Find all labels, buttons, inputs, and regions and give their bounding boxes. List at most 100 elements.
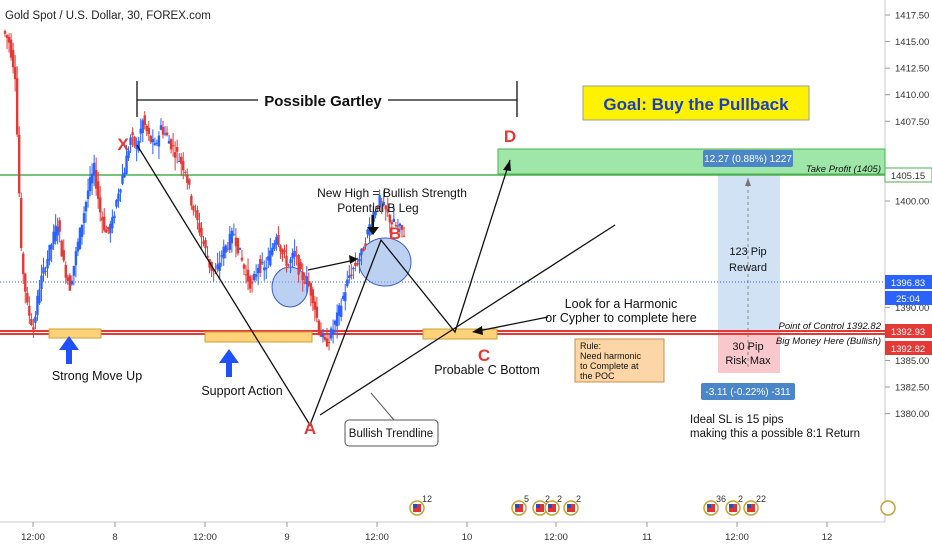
- probable-c-label: Probable C Bottom: [434, 363, 540, 377]
- gartley-pattern-lines: [136, 144, 511, 427]
- risk-badge: [701, 383, 795, 400]
- candle-body: [202, 241, 205, 244]
- candle-body: [204, 239, 207, 249]
- candle-body: [374, 211, 377, 216]
- candle-body: [72, 265, 76, 276]
- harmonic-arrowhead-icon: [472, 326, 483, 335]
- reward-badge-text: 12.27 (0.88%) 1227: [704, 154, 792, 165]
- candle-body: [222, 246, 225, 259]
- candle-body: [386, 209, 389, 213]
- bullish-trendline-callout: [344, 419, 439, 447]
- event-markers[interactable]: 12 5 2 2 2 36 2 22: [409, 494, 896, 516]
- reward-arrow-icon: [745, 178, 751, 186]
- event-flag-icon[interactable]: 5: [511, 494, 529, 516]
- candle-body: [285, 256, 288, 266]
- time-axis-ticks: 12:00 8 12:00 9 12:00 10 12:00 11 12:00 12: [21, 522, 832, 543]
- reward-label-line1: 123 Pip: [729, 246, 766, 258]
- candle-body: [232, 234, 236, 236]
- take-profit-price-tag-text: 1405.15: [891, 171, 925, 182]
- candle-body: [273, 243, 276, 249]
- candle-body: [163, 133, 167, 135]
- candle-body: [34, 316, 37, 323]
- candle-body: [188, 179, 191, 185]
- candle-body: [94, 169, 98, 189]
- event-flag-icon[interactable]: 36: [703, 494, 726, 516]
- candle-body: [277, 234, 280, 246]
- y-tick-label: 1385.00: [895, 356, 929, 367]
- candle-body: [366, 229, 369, 235]
- candle-body: [175, 146, 179, 152]
- candle-body: [319, 329, 323, 337]
- candle-body: [261, 262, 264, 264]
- poc-upper-price-tag-text: 1392.93: [891, 327, 925, 338]
- candle-body: [279, 245, 282, 252]
- support-box-1: [48, 328, 102, 339]
- candle-body: [321, 333, 325, 338]
- candle-body: [356, 263, 359, 265]
- x-tick-label: 8: [112, 532, 117, 543]
- event-flag-icon[interactable]: [880, 500, 896, 516]
- rule-line4: the POC: [580, 371, 615, 381]
- candle-body: [325, 338, 329, 347]
- support-action-arrow-icon: [219, 349, 239, 377]
- candle-body: [44, 270, 47, 272]
- candle-body: [346, 279, 349, 287]
- candle-body: [269, 250, 272, 266]
- x-tick-label: 12:00: [193, 532, 217, 543]
- candle-body: [173, 152, 177, 158]
- rule-line2: Need harmonic: [580, 351, 642, 361]
- candle-body: [78, 228, 82, 249]
- goal-label: Goal: Buy the Pullback: [603, 95, 789, 114]
- bullish-trendline: [319, 224, 616, 416]
- candle-body: [24, 273, 27, 292]
- b-down-arrowhead-icon: [367, 227, 379, 235]
- candle-body: [32, 327, 35, 330]
- candle-body: [88, 177, 92, 191]
- candle-body: [307, 281, 311, 286]
- event-flag-icon[interactable]: 2: [563, 494, 581, 516]
- x-tick-label: 12:00: [365, 532, 389, 543]
- risk-box: [718, 332, 780, 373]
- support-action-label: Support Action: [201, 384, 282, 398]
- candle-body: [392, 218, 396, 223]
- candle-body: [149, 135, 153, 143]
- candle-body: [226, 248, 229, 250]
- candle-body: [348, 275, 351, 278]
- event-count-label: 5: [524, 494, 529, 504]
- candle-body: [20, 198, 23, 248]
- event-count-label: 2: [545, 494, 550, 504]
- candle-body: [123, 172, 126, 178]
- candle-body: [376, 206, 379, 210]
- candle-body: [3, 31, 7, 34]
- candle-body: [74, 251, 78, 266]
- candle-body: [70, 280, 74, 285]
- candle-body: [186, 174, 189, 183]
- current-price-tag: [885, 275, 932, 289]
- point-c-label: C: [478, 346, 490, 365]
- candle-body: [127, 150, 130, 159]
- candle-body: [291, 252, 294, 259]
- x-tick-label: 10: [462, 532, 473, 543]
- candle-body: [147, 127, 151, 135]
- candle-body: [354, 262, 357, 267]
- candle-body: [265, 267, 268, 270]
- candle-body: [133, 136, 136, 146]
- event-flag-icon[interactable]: 22: [743, 494, 766, 516]
- ideal-sl-line2: making this a possible 8:1 Return: [690, 428, 860, 440]
- event-flag-icon[interactable]: 2: [725, 494, 743, 516]
- x-tick-label: 12:00: [725, 532, 749, 543]
- candle-body: [76, 241, 80, 252]
- candle-body: [139, 128, 142, 134]
- candle-body: [335, 312, 339, 327]
- candle-body: [228, 233, 232, 250]
- candle-body: [46, 259, 49, 269]
- possible-gartley-label: Possible Gartley: [264, 93, 382, 110]
- event-flag-icon[interactable]: 12: [409, 494, 432, 516]
- y-tick-label: 1382.50: [895, 383, 929, 394]
- event-flag-icon[interactable]: 2: [544, 494, 562, 516]
- candle-body: [82, 213, 86, 224]
- candle-body: [50, 244, 53, 250]
- harmonic-label-line1: Look for a Harmonic: [565, 297, 678, 311]
- candle-body: [103, 216, 106, 231]
